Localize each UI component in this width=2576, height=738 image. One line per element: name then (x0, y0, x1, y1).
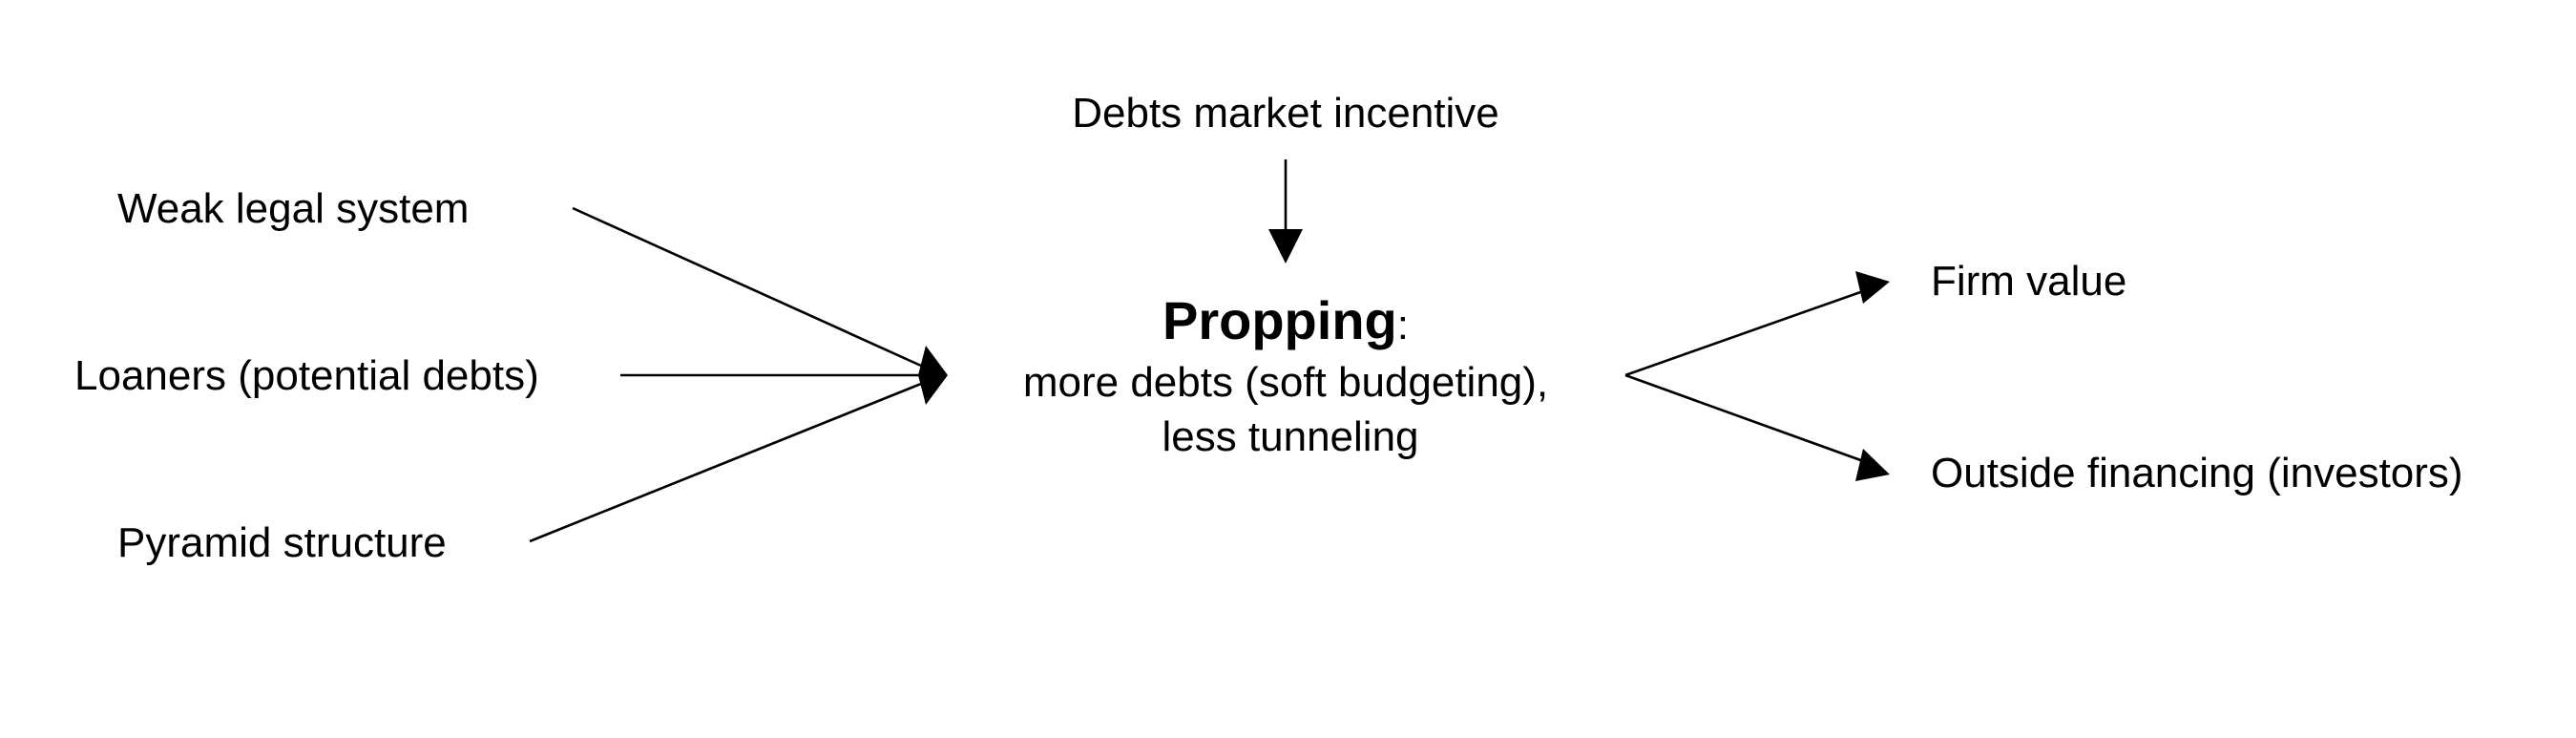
propping-title: Propping (1162, 290, 1397, 350)
node-firm-value: Firm value (1931, 258, 2126, 305)
edge-propping-to-outside-financing (1624, 373, 1867, 464)
convergence-arrowhead (918, 346, 948, 405)
node-debts-market-incentive: Debts market incentive (1072, 90, 1499, 137)
node-outside-financing: Outside financing (investors) (1931, 450, 2463, 496)
edge-propping-to-firm-value (1624, 288, 1867, 377)
edge-weak-legal-to-propping (572, 206, 922, 368)
node-propping: Propping: (1162, 290, 1409, 350)
propping-colon: : (1397, 302, 1409, 348)
node-weak-legal-system: Weak legal system (117, 185, 469, 232)
propping-line-1: more debts (soft budgeting), (1023, 359, 1548, 406)
edge-pyramid-to-propping (529, 382, 922, 543)
incentive-arrowhead (1268, 229, 1303, 264)
firm-value-arrowhead (1855, 271, 1890, 304)
node-pyramid-structure: Pyramid structure (117, 519, 447, 566)
node-loaners: Loaners (potential debts) (74, 352, 539, 399)
outside-financing-arrowhead (1855, 449, 1890, 481)
propping-line-2: less tunneling (1162, 413, 1418, 460)
